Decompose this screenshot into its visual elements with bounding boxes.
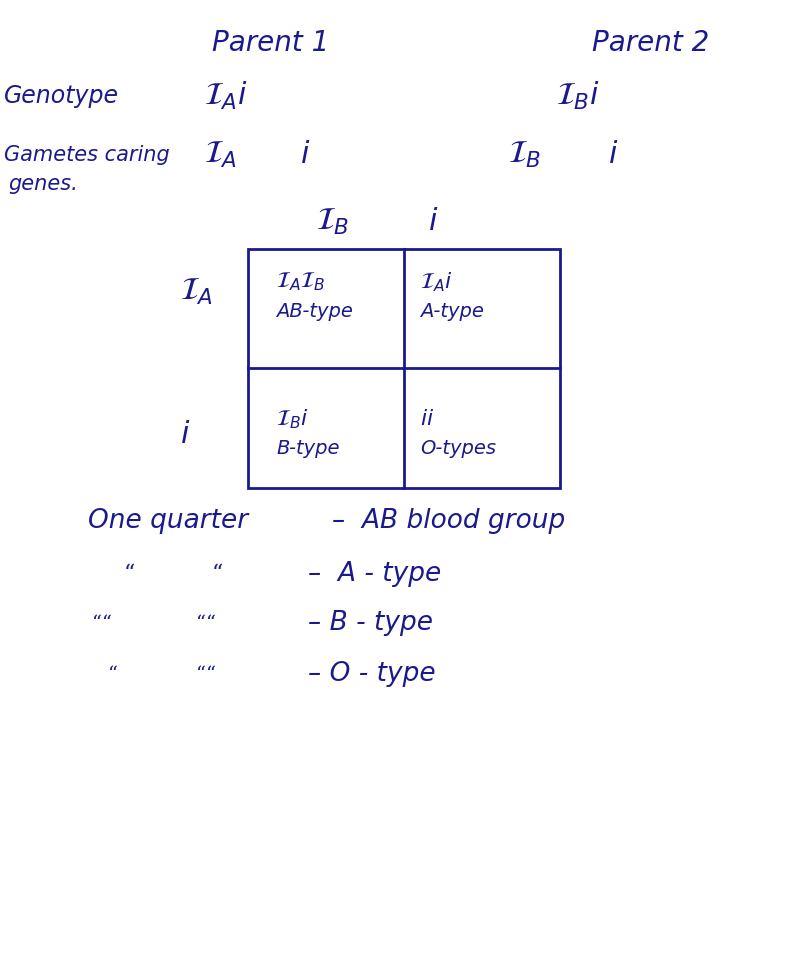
Text: $ii$: $ii$ (420, 407, 434, 430)
Text: – B - type: – B - type (308, 610, 433, 637)
Text: –  A - type: – A - type (308, 560, 442, 587)
Text: – O - type: – O - type (308, 661, 436, 687)
Text: ““: ““ (196, 665, 216, 683)
Text: $i$: $i$ (608, 140, 618, 170)
Text: A-type: A-type (420, 302, 484, 321)
Text: ““: ““ (92, 615, 112, 632)
Text: $i$: $i$ (180, 420, 190, 450)
Text: $\mathcal{I}_A i$: $\mathcal{I}_A i$ (420, 271, 452, 293)
Text: $\mathcal{I}_B$: $\mathcal{I}_B$ (508, 140, 541, 170)
Text: “: “ (124, 562, 135, 585)
Text: $\mathcal{I}_B$: $\mathcal{I}_B$ (316, 206, 349, 237)
Text: “: “ (108, 665, 118, 683)
Text: –  AB blood group: – AB blood group (332, 508, 566, 534)
Text: Parent 1: Parent 1 (212, 29, 330, 57)
Text: $\mathcal{I}_A\mathcal{I}_B$: $\mathcal{I}_A\mathcal{I}_B$ (276, 271, 325, 293)
Text: O-types: O-types (420, 439, 496, 458)
Text: $\mathcal{I}_B i$: $\mathcal{I}_B i$ (556, 79, 600, 112)
Text: $i$: $i$ (300, 140, 310, 170)
Text: AB-type: AB-type (276, 302, 353, 321)
Text: ““: ““ (196, 615, 216, 632)
Text: $\mathcal{I}_A$: $\mathcal{I}_A$ (204, 140, 237, 170)
Text: One quarter: One quarter (88, 508, 248, 534)
Text: B-type: B-type (276, 439, 339, 458)
Text: Gametes caring: Gametes caring (4, 145, 170, 164)
Text: genes.: genes. (8, 174, 78, 193)
Text: Genotype: Genotype (4, 83, 119, 108)
Bar (248, 249, 560, 488)
Text: “: “ (212, 562, 223, 585)
Text: $\mathcal{I}_A$: $\mathcal{I}_A$ (180, 276, 213, 307)
Text: $\mathcal{I}_B i$: $\mathcal{I}_B i$ (276, 407, 308, 430)
Text: $\mathcal{I}_A i$: $\mathcal{I}_A i$ (204, 79, 248, 112)
Text: $i$: $i$ (428, 206, 438, 237)
Text: Parent 2: Parent 2 (592, 29, 710, 57)
